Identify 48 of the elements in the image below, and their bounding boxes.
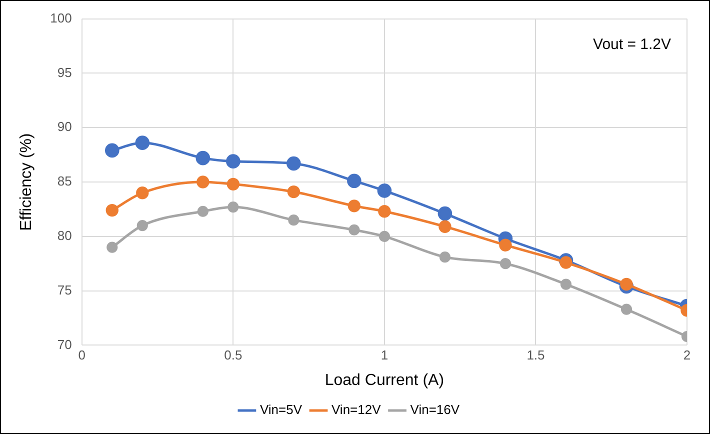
point: [377, 184, 392, 198]
y-tick-label: 90: [57, 119, 72, 134]
point: [288, 214, 300, 226]
point: [228, 201, 239, 213]
point: [560, 256, 572, 269]
point: [104, 143, 120, 158]
point: [500, 258, 512, 270]
point: [196, 176, 210, 188]
y-tick-label: 70: [57, 336, 72, 352]
point: [286, 156, 301, 171]
y-axis-title: Efficiency (%): [18, 133, 36, 231]
y-tick-label: 95: [57, 64, 72, 80]
point: [439, 252, 451, 263]
point: [348, 200, 361, 212]
x-tick-label: 2: [683, 348, 691, 363]
point: [106, 204, 118, 217]
point: [378, 230, 390, 242]
point: [226, 178, 240, 191]
point: [226, 154, 240, 168]
legend-label: Vin=12V: [331, 402, 382, 418]
point: [620, 304, 632, 315]
y-tick-label: 100: [50, 10, 72, 26]
legend-label: Vin=16V: [410, 402, 460, 418]
point: [438, 206, 452, 221]
y-tick-label: 75: [57, 282, 72, 298]
x-axis-title: Load Current (A): [324, 372, 444, 389]
point: [438, 220, 452, 233]
point: [287, 185, 300, 198]
point: [136, 220, 148, 232]
point: [136, 186, 149, 200]
x-tick-label: 1: [380, 348, 388, 363]
point: [106, 242, 118, 253]
annotation: Vout = 1.2V: [593, 36, 671, 53]
x-tick-label: 1.5: [526, 348, 545, 363]
y-tick-label: 85: [57, 174, 72, 189]
y-tick-label: 80: [57, 228, 72, 243]
x-tick-label: 0: [78, 348, 86, 363]
point: [378, 205, 391, 218]
point: [348, 224, 360, 236]
point: [197, 206, 208, 217]
point: [347, 174, 362, 188]
point: [499, 238, 512, 252]
point: [135, 136, 150, 150]
point: [560, 278, 572, 290]
legend-label: Vin=5V: [260, 402, 302, 418]
point: [196, 150, 210, 166]
point: [620, 278, 633, 291]
x-tick-label: 0.5: [224, 348, 242, 363]
